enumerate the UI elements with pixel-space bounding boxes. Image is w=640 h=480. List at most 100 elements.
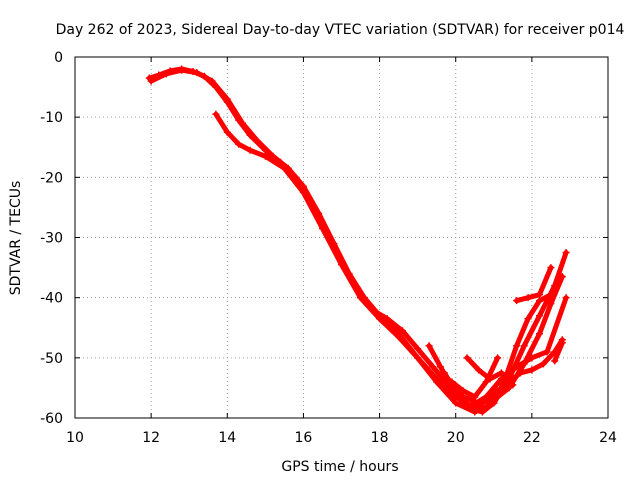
data-point [486, 375, 494, 383]
x-tick-label: 14 [218, 430, 236, 446]
data-point [475, 366, 483, 374]
x-tick-label: 20 [447, 430, 465, 446]
series-line [441, 292, 554, 415]
data-point [482, 396, 490, 404]
x-tick-label: 12 [142, 430, 160, 446]
data-point [429, 363, 437, 371]
data-point [463, 354, 471, 362]
data-point [547, 291, 555, 299]
data-point [440, 369, 448, 377]
data-point [524, 294, 532, 302]
data-point [524, 315, 532, 323]
data-point [513, 363, 521, 371]
y-tick-label: -50 [40, 351, 63, 367]
data-point [551, 357, 559, 365]
data-point [547, 300, 555, 308]
data-point [318, 224, 326, 232]
data-point [223, 128, 231, 136]
data-point [551, 282, 559, 290]
data-point [490, 399, 498, 407]
data-point [299, 188, 307, 196]
data-series-trace-8 [513, 264, 555, 305]
data-point [235, 140, 243, 148]
data-series-trace-5 [440, 291, 555, 416]
data-series-trace-7 [463, 354, 517, 389]
y-axis-label: SDTVAR / TECUs [8, 181, 24, 296]
data-point [482, 378, 490, 386]
data-point [456, 393, 464, 401]
data-point [414, 354, 422, 362]
data-series-trace-9 [551, 339, 566, 365]
data-point [395, 333, 403, 341]
data-point [376, 315, 384, 323]
data-point [193, 69, 201, 77]
data-point [254, 137, 262, 145]
x-tick-label: 22 [523, 430, 541, 446]
x-tick-label: 16 [295, 430, 313, 446]
chart-title: Day 262 of 2023, Sidereal Day-to-day VTE… [56, 22, 625, 38]
data-point [338, 261, 345, 269]
data-point [528, 366, 536, 374]
data-point [459, 387, 467, 395]
data-point [448, 378, 456, 386]
data-point [535, 330, 543, 338]
data-series-trace-6 [448, 354, 502, 401]
data-point [467, 405, 475, 413]
y-tick-label: -30 [40, 231, 63, 247]
data-series-trace-2 [147, 66, 570, 416]
data-point [425, 342, 433, 350]
data-point [497, 369, 505, 377]
data-point [543, 348, 551, 356]
data-point [178, 66, 186, 74]
data-point [280, 164, 288, 172]
series-line [514, 265, 554, 304]
tick-label-layer: 10 12 14 16 18 20 22 24 0 -10 -20 -30 -40 -50 -60 [40, 50, 617, 446]
data-point [246, 146, 254, 154]
data-point [162, 70, 170, 78]
data-point [535, 312, 543, 320]
data-point [535, 297, 543, 305]
data-point [562, 249, 570, 257]
data-layer [145, 65, 570, 416]
x-axis-label: GPS time / hours [281, 459, 398, 475]
y-tick-label: -20 [40, 170, 63, 186]
y-tick-label: -60 [40, 411, 63, 427]
data-point [520, 342, 528, 350]
data-point [436, 363, 444, 371]
plot-border [74, 56, 609, 419]
tick-layer [74, 56, 609, 419]
data-point [535, 291, 543, 299]
data-point [414, 345, 422, 353]
data-point [208, 77, 216, 85]
grid-layer [75, 57, 608, 418]
data-point [547, 264, 555, 272]
x-tick-label: 10 [66, 430, 84, 446]
data-point [261, 152, 269, 160]
series-line [146, 66, 565, 406]
data-point [513, 342, 521, 350]
x-tick-label: 18 [371, 430, 389, 446]
data-point [505, 384, 513, 392]
data-point [558, 339, 566, 347]
data-point [478, 408, 486, 416]
y-tick-label: 0 [54, 50, 63, 66]
data-point [513, 297, 521, 305]
data-point [212, 110, 220, 118]
data-point [471, 393, 479, 401]
data-point [562, 294, 570, 302]
data-point [528, 354, 536, 362]
y-tick-label: -40 [40, 291, 63, 307]
data-point [516, 369, 524, 377]
data-point [239, 119, 247, 127]
data-point [494, 354, 502, 362]
data-point [357, 294, 365, 302]
x-tick-label: 24 [599, 430, 617, 446]
data-point [147, 77, 155, 85]
data-point [398, 327, 406, 335]
data-point [452, 399, 460, 407]
data-point [509, 381, 517, 389]
data-series-trace-3 [212, 110, 570, 410]
data-point [433, 375, 441, 383]
series-line [148, 67, 569, 415]
